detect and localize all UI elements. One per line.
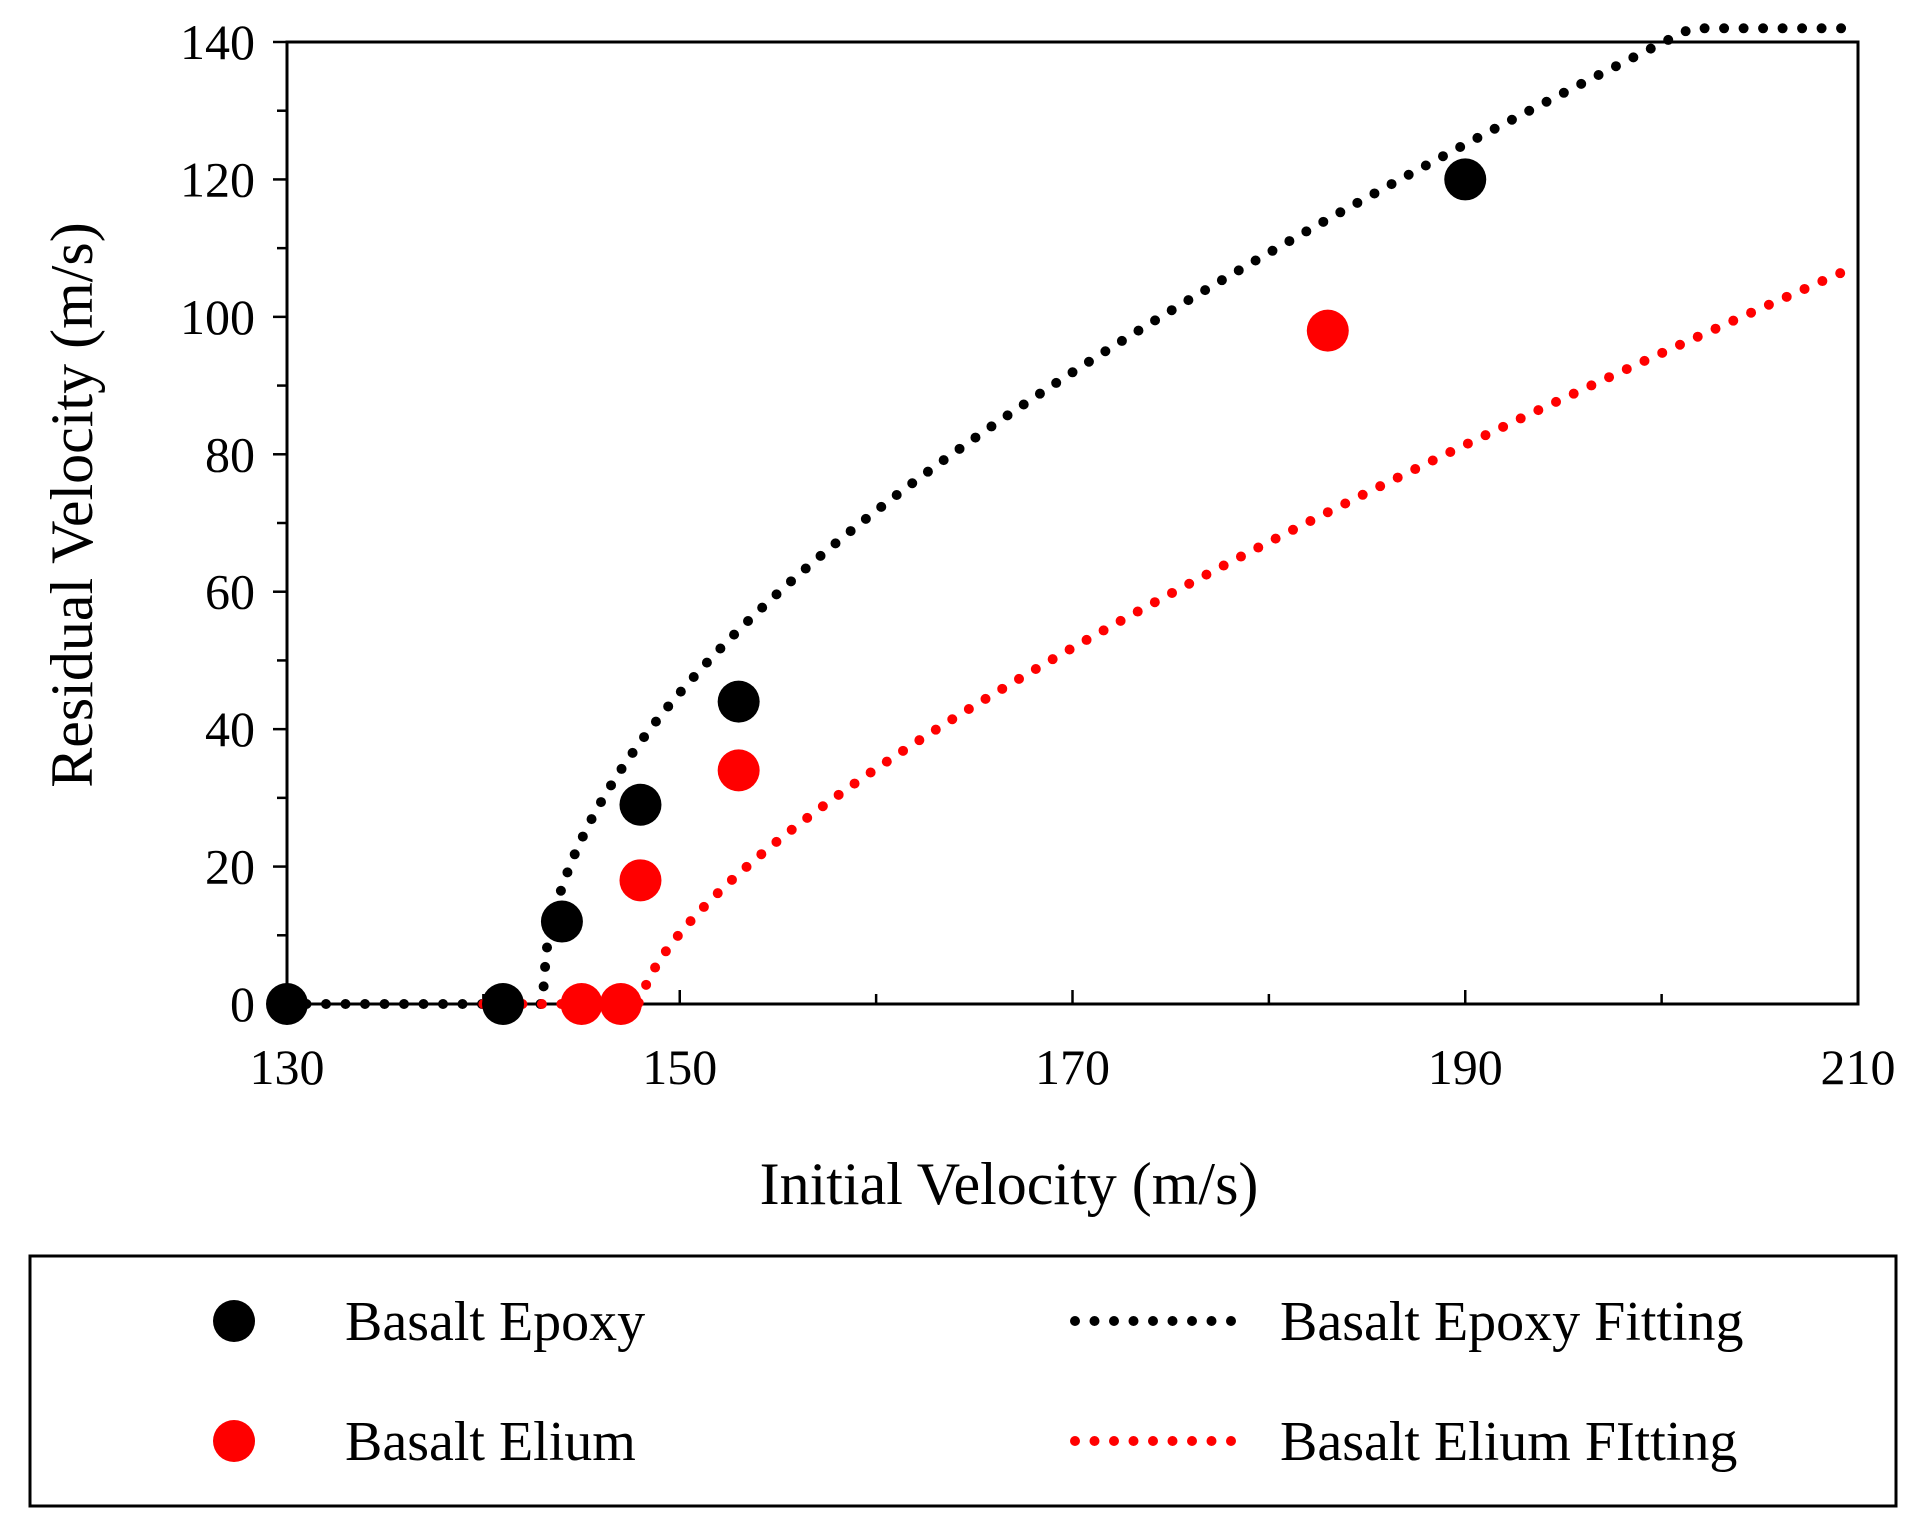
legend-frame [28,1254,1898,1508]
x-tick-label: 150 [642,1039,717,1095]
y-axis-title: Residual Velocity (m/s) [39,222,105,788]
y-tick-label: 80 [205,426,255,482]
y-tick-label: 0 [230,976,255,1032]
x-tick-label: 210 [1821,1039,1896,1095]
legend-marker-basalt-epoxy [213,1300,255,1342]
legend-label-basalt-elium-fitting: Basalt Elium FItting [1280,1411,1737,1473]
fit-line-basalt-epoxy-fitting [282,23,1863,1009]
data-point-basalt-epoxy [619,783,662,826]
data-point-basalt-epoxy [1444,158,1487,201]
legend: Basalt Epoxy Basalt Elium Basalt Epoxy F… [28,1254,1898,1508]
x-tick-label: 170 [1035,1039,1110,1095]
data-point-basalt-epoxy [482,983,525,1025]
y-tick-label: 140 [180,14,255,70]
x-axis-title: Initial Velocity (m/s) [760,1151,1259,1217]
data-point-basalt-elium [599,983,642,1025]
data-point-basalt-epoxy [266,983,308,1025]
legend-label-basalt-epoxy: Basalt Epoxy [345,1291,645,1353]
y-tick-label: 60 [205,564,255,620]
y-tick-label: 20 [205,839,255,895]
plot-area: 0 20 40 60 80 100 120 140 130 150 170 190 210 [180,14,1896,1095]
x-tick-label: 130 [250,1039,325,1095]
y-tick-label: 100 [180,289,255,345]
plot-frame [285,40,1860,1006]
fit-line-basalt-elium-fitting [478,260,1863,1009]
data-point-basalt-elium [560,983,603,1025]
legend-marker-basalt-elium [213,1420,255,1462]
data-point-basalt-epoxy [717,680,760,723]
data-point-basalt-epoxy [540,900,583,943]
data-point-basalt-elium [717,749,760,792]
data-point-basalt-elium [1306,309,1349,352]
y-tick-label: 40 [205,701,255,757]
data-point-basalt-elium [619,859,662,902]
legend-label-basalt-elium: Basalt Elium [345,1411,636,1473]
y-tick-label: 120 [180,151,255,207]
legend-label-basalt-epoxy-fitting: Basalt Epoxy Fitting [1280,1291,1744,1353]
x-tick-label: 190 [1428,1039,1503,1095]
